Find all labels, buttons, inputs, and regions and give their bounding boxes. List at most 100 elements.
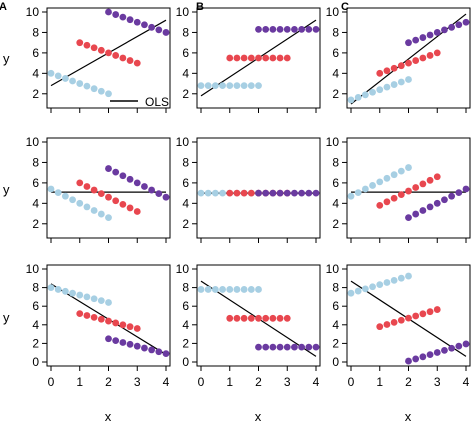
panel-r2c2-point-light-blue — [197, 189, 205, 197]
panel-r1c3-point-light-blue — [390, 81, 398, 88]
panel-r1c1-point-purple — [126, 16, 134, 24]
panel-r2c3-point-purple — [433, 199, 441, 207]
panel-r3c1-point-purple — [155, 348, 163, 356]
panel-r1c1-point-red — [112, 52, 120, 59]
panel-r3c1-point-red — [83, 312, 91, 319]
panel-r2c1-ytick-label: 10 — [26, 135, 40, 149]
panel-r3c1-point-purple — [162, 350, 170, 358]
panel-r3c1-point-red — [97, 315, 105, 323]
panel-r1c3-point-purple — [405, 39, 412, 47]
panel-r1c2-point-purple — [262, 25, 270, 33]
panel-r3c3-point-purple — [426, 351, 434, 359]
panel-r3c1-point-light-blue — [54, 286, 62, 293]
panel-r2c1-point-light-blue — [90, 207, 98, 214]
panel-r3c2-ytick-label: 6 — [182, 299, 189, 313]
panel-r1c3-point-light-blue — [361, 91, 369, 99]
panel-r1c1-point-red — [126, 57, 134, 64]
panel-r1c2-point-purple — [283, 25, 291, 33]
panel-r2c2-point-purple — [269, 189, 277, 197]
panel-r3c3-point-red — [397, 316, 405, 324]
panel-r3c3-point-purple — [462, 340, 470, 348]
panel-r1c1-ytick-label: 10 — [26, 5, 40, 19]
panel-r1c1-point-light-blue — [83, 82, 91, 90]
panel-r2c3-point-light-blue — [354, 189, 362, 197]
panel-r1c3-ytick-label: 4 — [332, 66, 339, 80]
panel-r3c2-point-red — [226, 314, 234, 322]
panel-r1c1-point-purple — [133, 18, 141, 26]
panel-r3c3-point-light-blue — [383, 279, 391, 286]
panel-r2c3-point-red — [397, 191, 405, 199]
panel-r1c2-point-purple — [276, 25, 284, 33]
panel-r1c2-point-red — [240, 54, 248, 62]
panel-r3c1-point-light-blue — [90, 295, 98, 303]
panel-r1c3-point-purple — [433, 29, 441, 36]
panel-r3c2-point-red — [283, 314, 291, 322]
panel-r1c1-ytick-label: 8 — [32, 25, 39, 39]
panel-r1c2-point-light-blue — [219, 82, 226, 89]
panel-r1c2-point-red — [226, 54, 234, 62]
panel-r2c3-point-light-blue — [376, 178, 384, 186]
panel-r3c1-ytick-label: 10 — [26, 262, 40, 276]
panel-r2c3-point-purple — [441, 196, 448, 204]
panel-r3c2-point-purple — [312, 343, 320, 351]
panel-r3c3-point-light-blue — [390, 276, 398, 284]
panel-r3c2-point-purple — [305, 343, 313, 351]
panel-r3c1-point-red — [133, 325, 141, 332]
panel-r3c3-point-purple — [412, 355, 420, 363]
y-axis-label-row1: y — [3, 51, 10, 66]
panel-r1c2-point-light-blue — [204, 82, 212, 89]
panel-r3c3-xtick-label: 0 — [348, 375, 355, 389]
panel-r2c2-ytick-label: 6 — [182, 176, 189, 190]
panel-r3c3-ytick-label: 10 — [326, 262, 340, 276]
panel-r3c3-xtick-label: 1 — [376, 375, 383, 389]
panel-r2c1-point-light-blue — [54, 189, 62, 197]
panel-r3c1-ytick-label: 0 — [32, 355, 39, 369]
panel-r1c1-ytick-label: 4 — [32, 66, 39, 80]
panel-r1c2-ytick-label: 8 — [182, 25, 189, 39]
panel-r2c1-ytick-label: 6 — [32, 176, 39, 190]
panel-r1c3-point-red — [419, 54, 427, 62]
panel-r2c3-point-red — [405, 187, 412, 195]
panel-r2c1-point-red — [97, 190, 105, 198]
panel-r1c3-point-purple — [448, 23, 456, 31]
panel-r1c3: 2 4 6 8 10 — [326, 5, 471, 113]
panel-r3c2-point-light-blue — [240, 286, 248, 293]
panel-r3c2: 0 2 4 6 8 10 0 1 2 3 4 — [176, 262, 321, 389]
panel-r2c1-point-light-blue — [97, 210, 105, 218]
panel-r3c2-point-purple — [269, 343, 277, 351]
panel-r3c2-point-red — [262, 314, 270, 322]
panel-r2c3-point-purple — [455, 189, 463, 197]
panel-r1c3-point-light-blue — [397, 78, 405, 86]
panel-r2c3-point-red — [376, 201, 384, 209]
panel-r2c3-point-light-blue — [361, 185, 369, 193]
panel-r1c2-point-purple — [312, 25, 320, 33]
panel-r2c1-point-red — [76, 179, 84, 187]
panel-r3c3-xtick-label: 4 — [463, 375, 470, 389]
panel-r1c1-point-red — [90, 44, 98, 52]
panel-r3c1-xtick-label: 2 — [105, 375, 112, 389]
panel-r2c3: 2 4 6 8 10 — [326, 135, 471, 243]
panel-r2c2-point-purple — [276, 189, 284, 197]
panel-r2c2-point-purple — [305, 189, 313, 197]
panel-r3c1-point-red — [105, 317, 112, 325]
panel-r3c2-point-red — [240, 314, 248, 322]
panel-r3c3-point-red — [405, 314, 412, 322]
panel-r1c1-point-light-blue — [47, 69, 55, 77]
panel-r2c1-point-red — [90, 186, 98, 194]
panel-r3c1-point-purple — [148, 346, 156, 354]
panel-r1c3-point-red — [390, 64, 398, 72]
panel-r3c2-point-light-blue — [226, 286, 234, 293]
panel-r1c2-point-red — [255, 54, 262, 62]
panel-r2c1-point-purple — [133, 179, 141, 187]
panel-r2c3-ytick-label: 6 — [332, 176, 339, 190]
panel-r3c2-ytick-label: 2 — [182, 336, 189, 350]
panel-r3c2-point-light-blue — [197, 286, 205, 293]
panel-r3c1-point-purple — [126, 340, 134, 348]
panel-r3c3-xtick-label: 2 — [405, 375, 412, 389]
panel-r1c3-ytick-label: 10 — [326, 5, 340, 19]
panel-letter-c: C — [341, 1, 349, 13]
panel-r2c1-point-purple — [105, 165, 112, 172]
panel-r1c3-point-light-blue — [354, 93, 362, 101]
panel-r3c2-ytick-label: 8 — [182, 281, 189, 295]
panel-r2c3-point-red — [412, 184, 420, 191]
